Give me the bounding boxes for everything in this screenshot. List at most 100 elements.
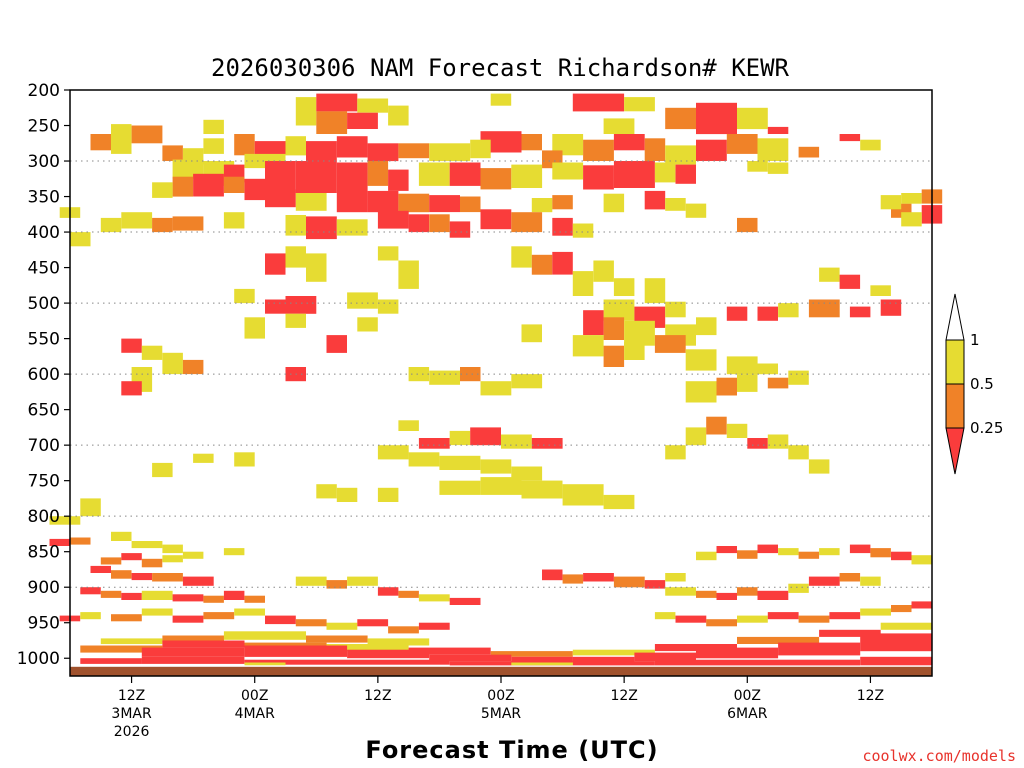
heatmap-cell-316 (244, 662, 286, 666)
heatmap-cell-38 (726, 134, 758, 154)
heatmap-cell-139 (808, 299, 840, 318)
ytick-label-700: 700 (28, 436, 60, 456)
heatmap-cell-138 (778, 303, 799, 318)
heatmap-cell-260 (911, 555, 932, 565)
heatmap-cell-142 (121, 338, 142, 353)
heatmap-cell-90 (449, 221, 471, 238)
heatmap-cell-61 (767, 162, 789, 174)
heatmap-cell-283 (911, 601, 932, 609)
heatmap-cell-158 (162, 352, 183, 375)
heatmap-cell-199 (316, 484, 337, 499)
heatmap-cell-178 (408, 452, 440, 467)
heatmap-cell-168 (737, 374, 758, 392)
heatmap-cell-72 (429, 195, 460, 213)
heatmap-cell-225 (203, 595, 224, 603)
heatmap-cell-115 (593, 260, 614, 282)
heatmap-cell-78 (665, 198, 686, 211)
heatmap-cells (49, 93, 943, 666)
heatmap-cell-191 (726, 423, 748, 438)
heatmap-cell-194 (788, 445, 809, 460)
legend-arrow-top (945, 293, 965, 341)
heatmap-cell-305 (572, 656, 635, 663)
heatmap-cell-55 (552, 162, 584, 180)
heatmap-cell-113 (552, 251, 573, 275)
heatmap-cell-304 (511, 656, 573, 663)
heatmap-cell-279 (798, 615, 830, 623)
ytick-label-350: 350 (28, 188, 60, 208)
heatmap-cell-229 (326, 580, 347, 589)
legend-swatch-0 (945, 339, 965, 385)
heatmap-cell-209 (100, 557, 122, 565)
heatmap-cell-77 (644, 190, 666, 210)
heatmap-cell-299 (880, 622, 932, 630)
heatmap-cell-118 (819, 267, 840, 282)
heatmap-cell-243 (716, 592, 737, 600)
heatmap-cell-234 (449, 597, 481, 605)
heatmap-cell-65 (172, 176, 194, 197)
heatmap-cell-52 (449, 162, 481, 186)
heatmap-cell-159 (182, 359, 204, 375)
heatmap-cell-317 (511, 662, 573, 666)
heatmap-cell-298 (819, 629, 881, 637)
heatmap-cell-148 (521, 324, 542, 343)
ytick-label-400: 400 (28, 223, 60, 243)
heatmap-cell-166 (685, 381, 717, 403)
heatmap-cell-32 (583, 139, 614, 161)
heatmap-cell-284 (100, 638, 163, 645)
heatmap-cell-210 (121, 553, 142, 561)
heatmap-cell-2 (357, 98, 389, 113)
heatmap-cell-197 (193, 453, 214, 463)
heatmap-cell-220 (80, 587, 101, 595)
heatmap-cell-89 (429, 214, 450, 233)
heatmap-cell-222 (121, 592, 142, 600)
heatmap-cell-63 (223, 176, 245, 193)
heatmap-cell-107 (285, 246, 306, 268)
heatmap-cell-76 (603, 193, 625, 213)
heatmap-cell-295 (572, 649, 655, 656)
heatmap-cell-23 (306, 141, 337, 161)
heatmap-cell-217 (131, 573, 153, 581)
heatmap-cell-176 (531, 438, 563, 449)
heatmap-cell-145 (285, 313, 306, 328)
legend-label-1: 0.5 (970, 375, 994, 393)
ytick-label-650: 650 (28, 401, 60, 421)
heatmap-cell-137 (757, 306, 778, 321)
heatmap-cell-169 (767, 377, 789, 389)
heatmap-cell-241 (665, 587, 696, 596)
heatmap-cell-79 (100, 217, 122, 233)
heatmap-cell-237 (583, 573, 614, 582)
heatmap-cell-200 (336, 487, 358, 502)
heatmap-cell-185 (521, 480, 563, 499)
heatmap-cell-88 (408, 214, 430, 233)
heatmap-cell-94 (572, 223, 594, 238)
heatmap-cell-213 (182, 551, 204, 559)
heatmap-cell-307 (696, 647, 779, 659)
heatmap-cell-244 (737, 587, 758, 596)
heatmap-cell-211 (141, 558, 163, 568)
heatmap-cell-254 (778, 548, 799, 556)
heatmap-cell-95 (685, 203, 707, 218)
heatmap-cell-314 (654, 659, 861, 666)
heatmap-cell-49 (367, 161, 389, 186)
heatmap-cell-122 (70, 232, 91, 247)
xtick-label-0-1: 3MAR (111, 706, 152, 722)
x-axis: 12Z 3MAR 2026 00Z 4MAR 12Z 00Z 5MAR 12Z 00Z 6MAR 12… (111, 676, 884, 740)
heatmap-cell-256 (819, 548, 840, 556)
heatmap-cell-258 (870, 548, 891, 558)
heatmap-cell-293 (408, 647, 491, 655)
heatmap-cell-150 (603, 345, 625, 367)
heatmap-cell-276 (706, 619, 737, 627)
heatmap-cell-14 (111, 124, 132, 134)
heatmap-cell-111 (511, 246, 532, 268)
heatmap-cell-130 (665, 301, 686, 318)
heatmap-cell-99 (901, 212, 922, 227)
heatmap-cell-164 (480, 381, 512, 396)
heatmap-cell-202 (80, 498, 101, 517)
heatmap-cell-69 (336, 193, 368, 213)
heatmap-cell-25 (367, 143, 399, 162)
heatmap-cell-214 (223, 548, 245, 556)
heatmap-cell-57 (613, 161, 655, 188)
heatmap-cell-257 (849, 544, 871, 554)
heatmap-cell-30 (470, 139, 491, 159)
heatmap-cell-289 (80, 645, 163, 653)
